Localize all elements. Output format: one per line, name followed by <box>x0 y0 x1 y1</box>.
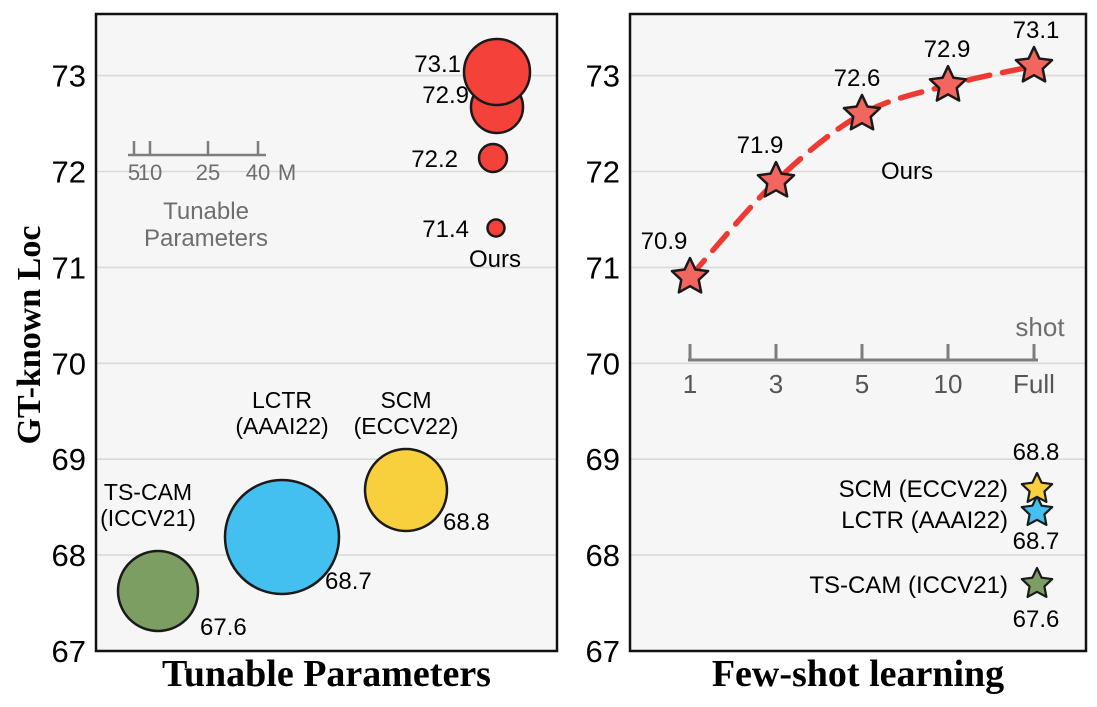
method-bubble <box>116 549 200 633</box>
ours-star-marker <box>842 93 882 131</box>
method-name: (AAAI22) <box>235 413 328 439</box>
method-value: 68.8 <box>443 509 490 536</box>
left-y-tick-label: 71 <box>52 250 86 285</box>
y-axis-title: GT-known Loc <box>11 225 48 445</box>
ours-star-marker <box>928 64 968 102</box>
size-legend-caption: Parameters <box>144 225 268 252</box>
size-legend-tick-label: 10 <box>138 160 162 185</box>
method-value: 68.7 <box>325 568 372 595</box>
ours-point-value: 72.6 <box>834 65 881 92</box>
ours-point-value: 70.9 <box>641 228 688 255</box>
baseline-value: 67.6 <box>1013 606 1060 633</box>
shot-axis-title: shot <box>1015 312 1065 342</box>
ours-star-marker <box>756 160 796 198</box>
right-y-tick-label: 73 <box>586 59 620 94</box>
right-y-tick-label: 72 <box>586 155 620 190</box>
method-name: (ICCV21) <box>100 505 196 531</box>
left-panel-border <box>94 12 559 653</box>
method-name: SCM <box>380 387 431 413</box>
size-legend-tick-label: 25 <box>196 160 220 185</box>
baseline-value: 68.8 <box>1013 439 1060 466</box>
size-legend-unit: M <box>278 160 296 185</box>
shot-tick-label: 3 <box>769 369 783 399</box>
right-y-tick-label: 68 <box>586 538 620 573</box>
right-panel-border <box>628 12 1088 653</box>
right-y-tick-label: 69 <box>586 442 620 477</box>
right-y-tick-label: 71 <box>586 250 620 285</box>
ours-point-value: 71.9 <box>737 132 784 159</box>
ours-bubble <box>486 218 506 238</box>
baseline-star-marker <box>1020 471 1054 504</box>
left-y-tick-label: 68 <box>52 538 86 573</box>
ours-bubble <box>477 142 509 174</box>
right-y-tick-label: 70 <box>586 346 620 381</box>
left-panel-title: Tunable Parameters <box>162 653 491 695</box>
ours-bubble-value: 72.9 <box>422 82 469 109</box>
right-y-tick-label: 67 <box>586 634 620 669</box>
size-legend-tick-label: 5 <box>128 160 140 185</box>
shot-tick-label: 5 <box>855 369 869 399</box>
size-legend-caption: Tunable <box>163 198 249 225</box>
shot-tick-label: 10 <box>934 369 963 399</box>
method-name: LCTR <box>252 387 312 413</box>
ours-point-value: 72.9 <box>924 36 971 63</box>
method-value: 67.6 <box>200 614 247 641</box>
baseline-name: SCM (ECCV22) <box>839 476 1008 503</box>
ours-series-label: Ours <box>469 246 521 273</box>
method-name: (ECCV22) <box>354 413 459 439</box>
size-legend-tick-label: 40 <box>246 160 270 185</box>
method-bubble <box>363 447 449 533</box>
shot-tick-label: 1 <box>683 369 697 399</box>
left-y-tick-label: 73 <box>52 59 86 94</box>
baseline-name: LCTR (AAAI22) <box>841 507 1008 534</box>
baseline-star-marker <box>1020 566 1054 599</box>
ours-star-marker <box>670 256 710 294</box>
ours-bubble-value: 73.1 <box>414 51 461 78</box>
right-panel-title: Few-shot learning <box>711 653 1005 695</box>
method-name: TS-CAM <box>104 479 192 505</box>
ours-star-marker <box>1014 45 1054 83</box>
left-y-tick-label: 72 <box>52 155 86 190</box>
ours-point-value: 73.1 <box>1013 17 1060 44</box>
baseline-star-marker <box>1020 494 1054 527</box>
shot-tick-label: Full <box>1013 369 1055 399</box>
ours-bubble-value: 72.2 <box>411 146 458 173</box>
baseline-value: 68.7 <box>1013 528 1060 555</box>
left-y-tick-label: 70 <box>52 346 86 381</box>
baseline-name: TS-CAM (ICCV21) <box>809 572 1008 599</box>
left-y-tick-label: 69 <box>52 442 86 477</box>
ours-bubble-value: 71.4 <box>422 216 469 243</box>
ours-series-label: Ours <box>881 158 933 185</box>
ours-bubble <box>462 37 532 107</box>
method-bubble <box>223 478 341 596</box>
left-y-tick-label: 67 <box>52 634 86 669</box>
